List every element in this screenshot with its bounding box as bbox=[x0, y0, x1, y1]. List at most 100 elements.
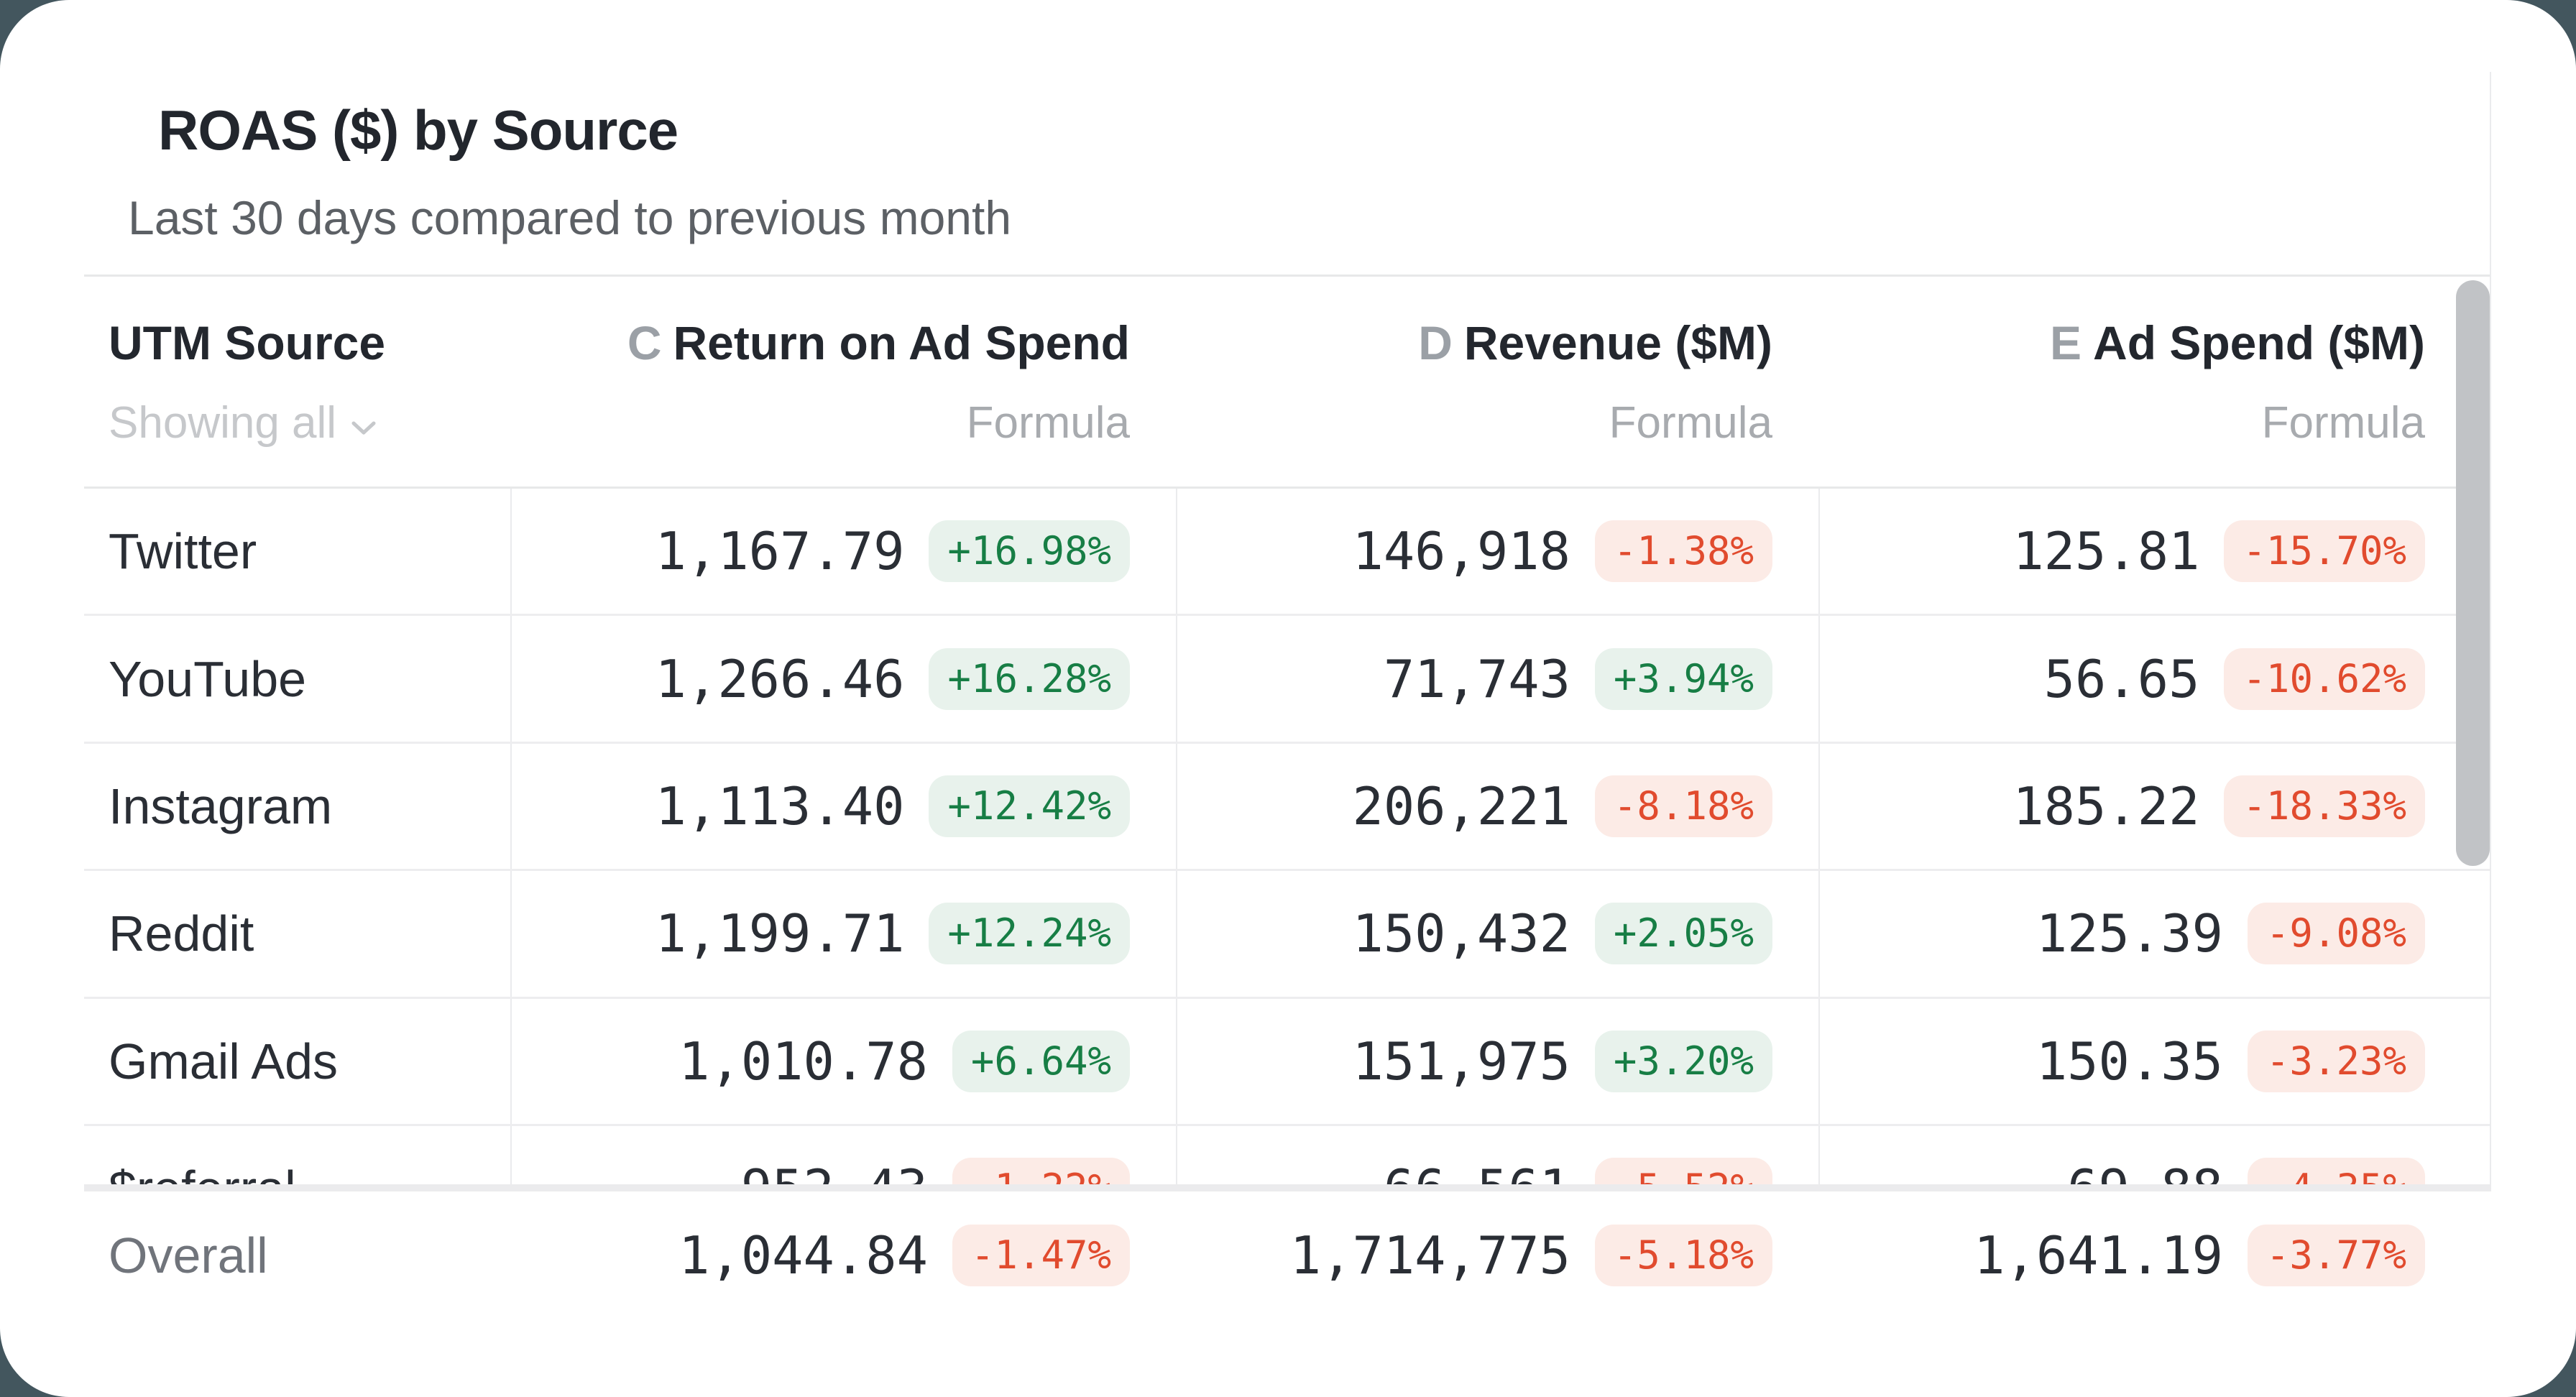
column-header-revenue: D Revenue ($M) Formula bbox=[1176, 277, 1818, 487]
metric-cell: 146,918 -1.38% bbox=[1176, 489, 1818, 614]
change-badge-down: -1.38% bbox=[1594, 520, 1772, 583]
metric-value: 206,221 bbox=[1352, 775, 1570, 836]
table-row: Twitter 1,167.79 +16.98% 146,918 -1.38% 125.8… bbox=[84, 489, 2491, 617]
metric-cell: 56.65 -10.62% bbox=[1818, 616, 2491, 742]
column-formula-label: Formula bbox=[966, 397, 1130, 448]
change-badge-down: -5.18% bbox=[1594, 1224, 1772, 1286]
change-badge-up: +16.28% bbox=[929, 647, 1130, 710]
metric-value: 1,044.84 bbox=[678, 1225, 928, 1286]
metric-cell: 151,975 +3.20% bbox=[1176, 998, 1818, 1124]
metric-value: 1,167.79 bbox=[655, 521, 905, 582]
metric-cell: 1,113.40 +12.42% bbox=[510, 743, 1176, 870]
metric-value: 1,010.78 bbox=[678, 1031, 928, 1092]
metric-cell: 150,432 +2.05% bbox=[1176, 871, 1818, 997]
column-header-utm-source: UTM Source Showing all bbox=[84, 277, 510, 487]
row-source-label: YouTube bbox=[109, 650, 307, 707]
metric-cell: 1,044.84 -1.47% bbox=[510, 1224, 1176, 1286]
roas-table: UTM Source Showing all C Return on Ad Spe… bbox=[84, 275, 2491, 1184]
change-badge-up: +16.98% bbox=[929, 520, 1130, 583]
metric-cell: 952.43 -1.22% bbox=[510, 1125, 1176, 1184]
filter-label: Showing all bbox=[109, 397, 337, 448]
column-header-ad-spend: E Ad Spend ($M) Formula bbox=[1818, 277, 2491, 487]
row-source-label: Reddit bbox=[109, 905, 254, 962]
source-filter-dropdown[interactable]: Showing all bbox=[109, 397, 378, 448]
metric-value: 952.43 bbox=[741, 1163, 928, 1184]
column-title: C Return on Ad Spend bbox=[627, 316, 1130, 369]
overall-row: Overall 1,044.84 -1.47% 1,714,775 -5.18% 1,64… bbox=[84, 1191, 2491, 1319]
change-badge-down: -18.33% bbox=[2224, 775, 2425, 837]
change-badge-down: -3.77% bbox=[2247, 1224, 2425, 1286]
metric-cell: 150.35 -3.23% bbox=[1818, 998, 2491, 1124]
change-badge-up: +6.64% bbox=[952, 1030, 1130, 1092]
metric-value: 151,975 bbox=[1352, 1031, 1570, 1092]
metric-cell: 206,221 -8.18% bbox=[1176, 743, 1818, 870]
column-header-roas: C Return on Ad Spend Formula bbox=[510, 277, 1176, 487]
chevron-down-icon bbox=[349, 401, 378, 446]
metric-cell: 71,743 +3.94% bbox=[1176, 616, 1818, 742]
column-title: E Ad Spend ($M) bbox=[2050, 316, 2425, 369]
table-row: $referral 952.43 -1.22% 66,561 -5.52% 69.88 -4… bbox=[84, 1125, 2491, 1184]
column-letter: E bbox=[2050, 316, 2082, 369]
metric-cell: 1,199.71 +12.24% bbox=[510, 871, 1176, 997]
row-source-label: Instagram bbox=[109, 778, 333, 834]
metric-cell: 125.39 -9.08% bbox=[1818, 871, 2491, 997]
metric-cell: 125.81 -15.70% bbox=[1818, 489, 2491, 614]
metric-cell: 1,167.79 +16.98% bbox=[510, 489, 1176, 614]
change-badge-up: +2.05% bbox=[1594, 903, 1772, 965]
page-subtitle: Last 30 days compared to previous month bbox=[128, 191, 1012, 244]
change-badge-down: -1.47% bbox=[952, 1224, 1130, 1286]
column-formula-label: Formula bbox=[2261, 397, 2425, 448]
change-badge-down: -10.62% bbox=[2224, 647, 2425, 710]
row-source-label: Overall bbox=[109, 1227, 268, 1283]
table-row: Reddit 1,199.71 +12.24% 150,432 +2.05% 125.39… bbox=[84, 871, 2491, 999]
metric-cell: 1,714,775 -5.18% bbox=[1176, 1224, 1818, 1286]
metric-value: 1,641.19 bbox=[1974, 1225, 2223, 1286]
metric-value: 66,561 bbox=[1384, 1163, 1570, 1184]
column-letter: C bbox=[627, 316, 662, 369]
metric-value: 150,432 bbox=[1352, 903, 1570, 964]
change-badge-down: -1.22% bbox=[952, 1158, 1130, 1184]
change-badge-up: +12.42% bbox=[929, 775, 1130, 837]
row-source-label: Gmail Ads bbox=[109, 1033, 338, 1089]
metric-cell: 69.88 -4.35% bbox=[1818, 1125, 2491, 1184]
metric-value: 185.22 bbox=[2012, 775, 2200, 836]
metric-cell: 185.22 -18.33% bbox=[1818, 743, 2491, 870]
metric-value: 1,266.46 bbox=[655, 648, 905, 709]
column-title: D Revenue ($M) bbox=[1418, 316, 1772, 369]
change-badge-down: -15.70% bbox=[2224, 520, 2425, 583]
metric-value: 69.88 bbox=[2067, 1163, 2223, 1184]
change-badge-down: -5.52% bbox=[1594, 1158, 1772, 1184]
metric-value: 1,113.40 bbox=[655, 775, 905, 836]
table-footer: Overall 1,044.84 -1.47% 1,714,775 -5.18% 1,64… bbox=[84, 1184, 2491, 1319]
metric-cell: 66,561 -5.52% bbox=[1176, 1125, 1818, 1184]
metric-value: 125.39 bbox=[2036, 903, 2223, 964]
metric-cell: 1,010.78 +6.64% bbox=[510, 998, 1176, 1124]
change-badge-down: -4.35% bbox=[2247, 1158, 2425, 1184]
table-row: Instagram 1,113.40 +12.42% 206,221 -8.18% 185… bbox=[84, 743, 2491, 872]
metric-value: 71,743 bbox=[1383, 648, 1570, 709]
metric-value: 146,918 bbox=[1352, 521, 1570, 582]
change-badge-up: +3.94% bbox=[1594, 647, 1772, 710]
change-badge-down: -8.18% bbox=[1594, 775, 1772, 837]
metric-value: 150.35 bbox=[2036, 1031, 2223, 1092]
metric-value: 1,199.71 bbox=[655, 903, 905, 964]
change-badge-down: -9.08% bbox=[2247, 903, 2425, 965]
metric-value: 125.81 bbox=[2012, 521, 2200, 582]
change-badge-down: -3.23% bbox=[2247, 1030, 2425, 1092]
table-body-scroll-area[interactable]: Twitter 1,167.79 +16.98% 146,918 -1.38% 125.8… bbox=[84, 489, 2491, 1184]
page-title: ROAS ($) by Source bbox=[158, 98, 678, 162]
row-source-label: Twitter bbox=[109, 523, 257, 580]
column-formula-label: Formula bbox=[1609, 397, 1772, 448]
table-right-border bbox=[2490, 72, 2491, 1184]
table-row: YouTube 1,266.46 +16.28% 71,743 +3.94% 56.65-… bbox=[84, 616, 2491, 744]
metric-cell: 1,641.19 -3.77% bbox=[1818, 1224, 2491, 1286]
scrollbar-thumb[interactable] bbox=[2456, 280, 2490, 866]
metric-value: 56.65 bbox=[2043, 648, 2200, 709]
table-row: Gmail Ads 1,010.78 +6.64% 151,975 +3.20% 150.… bbox=[84, 998, 2491, 1126]
change-badge-up: +12.24% bbox=[929, 903, 1130, 965]
metric-cell: 1,266.46 +16.28% bbox=[510, 616, 1176, 742]
column-title: UTM Source bbox=[109, 316, 386, 369]
change-badge-up: +3.20% bbox=[1594, 1030, 1772, 1092]
